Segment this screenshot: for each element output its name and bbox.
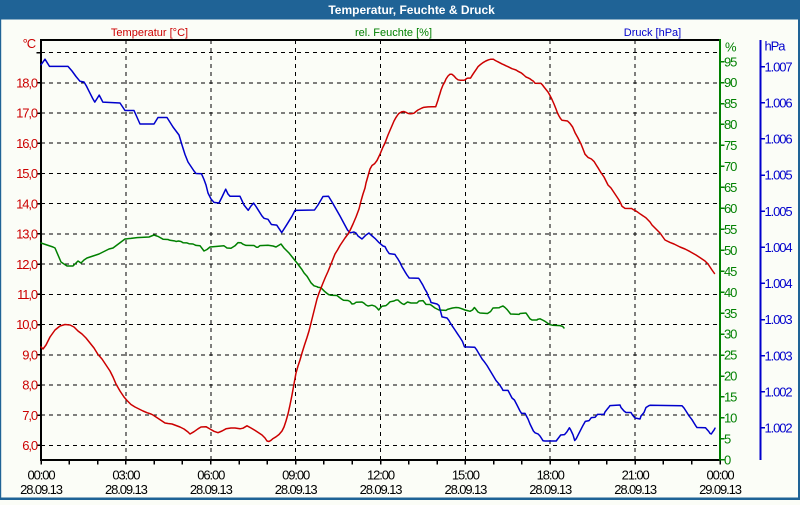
svg-text:12:00: 12:00 <box>367 468 395 483</box>
svg-text:17,0: 17,0 <box>16 106 38 121</box>
svg-text:18,0: 18,0 <box>16 76 38 91</box>
svg-text:15,0: 15,0 <box>16 166 38 181</box>
svg-text:1.004: 1.004 <box>765 240 793 255</box>
svg-text:50: 50 <box>724 243 737 258</box>
svg-text:15: 15 <box>724 390 737 405</box>
svg-text:11,0: 11,0 <box>17 287 38 302</box>
svg-text:°C: °C <box>23 36 36 51</box>
svg-text:65: 65 <box>724 180 737 195</box>
svg-text:75: 75 <box>724 138 737 153</box>
svg-text:70: 70 <box>724 159 737 174</box>
svg-text:1.003: 1.003 <box>765 348 793 363</box>
svg-text:28.09.13: 28.09.13 <box>444 482 487 497</box>
svg-text:90: 90 <box>724 75 737 90</box>
svg-text:29.09.13: 29.09.13 <box>699 482 742 497</box>
svg-text:35: 35 <box>724 306 737 321</box>
svg-text:40: 40 <box>724 285 737 300</box>
svg-text:1.006: 1.006 <box>765 132 793 147</box>
svg-text:28.09.13: 28.09.13 <box>105 482 148 497</box>
svg-text:03:00: 03:00 <box>112 468 140 483</box>
svg-text:28.09.13: 28.09.13 <box>360 482 403 497</box>
svg-text:28.09.13: 28.09.13 <box>20 482 63 497</box>
svg-text:25: 25 <box>724 348 737 363</box>
svg-text:1.002: 1.002 <box>765 421 793 436</box>
svg-text:1.004: 1.004 <box>765 276 793 291</box>
svg-text:60: 60 <box>724 201 737 216</box>
svg-text:18:00: 18:00 <box>537 468 565 483</box>
svg-text:55: 55 <box>724 222 737 237</box>
svg-text:15:00: 15:00 <box>452 468 480 483</box>
svg-text:28.09.13: 28.09.13 <box>529 482 572 497</box>
svg-text:09:00: 09:00 <box>282 468 310 483</box>
svg-text:30: 30 <box>724 327 737 342</box>
svg-text:5: 5 <box>724 432 731 447</box>
svg-text:16,0: 16,0 <box>16 136 38 151</box>
svg-text:10,0: 10,0 <box>16 317 38 332</box>
svg-text:21:00: 21:00 <box>622 468 650 483</box>
svg-text:1.005: 1.005 <box>765 204 793 219</box>
svg-text:45: 45 <box>724 264 737 279</box>
svg-text:0: 0 <box>724 453 731 468</box>
svg-text:hPa: hPa <box>765 39 787 54</box>
svg-text:rel. Feuchte [%]: rel. Feuchte [%] <box>355 27 432 39</box>
svg-text:12,0: 12,0 <box>16 257 38 272</box>
svg-text:00:00: 00:00 <box>27 468 55 483</box>
svg-text:28.09.13: 28.09.13 <box>190 482 233 497</box>
svg-text:1.006: 1.006 <box>765 95 793 110</box>
svg-text:Temperatur, Feuchte & Druck: Temperatur, Feuchte & Druck <box>328 3 495 17</box>
svg-text:Druck [hPa]: Druck [hPa] <box>624 27 681 39</box>
svg-text:6,0: 6,0 <box>22 438 38 453</box>
svg-text:06:00: 06:00 <box>197 468 225 483</box>
svg-text:28.09.13: 28.09.13 <box>614 482 657 497</box>
svg-text:1.005: 1.005 <box>765 168 793 183</box>
svg-text:13,0: 13,0 <box>16 227 38 242</box>
svg-text:14,0: 14,0 <box>16 196 38 211</box>
svg-text:%: % <box>725 40 737 55</box>
svg-text:85: 85 <box>724 96 737 111</box>
svg-text:80: 80 <box>724 117 737 132</box>
svg-text:7,0: 7,0 <box>22 408 38 423</box>
svg-text:Temperatur [°C]: Temperatur [°C] <box>111 27 188 39</box>
svg-text:8,0: 8,0 <box>22 378 38 393</box>
svg-text:1.003: 1.003 <box>765 312 793 327</box>
svg-text:20: 20 <box>724 369 737 384</box>
svg-text:95: 95 <box>724 54 737 69</box>
svg-text:10: 10 <box>724 411 737 426</box>
svg-text:28.09.13: 28.09.13 <box>275 482 318 497</box>
svg-text:1.002: 1.002 <box>765 385 793 400</box>
svg-text:1.007: 1.007 <box>765 59 793 74</box>
svg-text:9,0: 9,0 <box>22 347 38 362</box>
svg-text:00:00: 00:00 <box>706 468 734 483</box>
